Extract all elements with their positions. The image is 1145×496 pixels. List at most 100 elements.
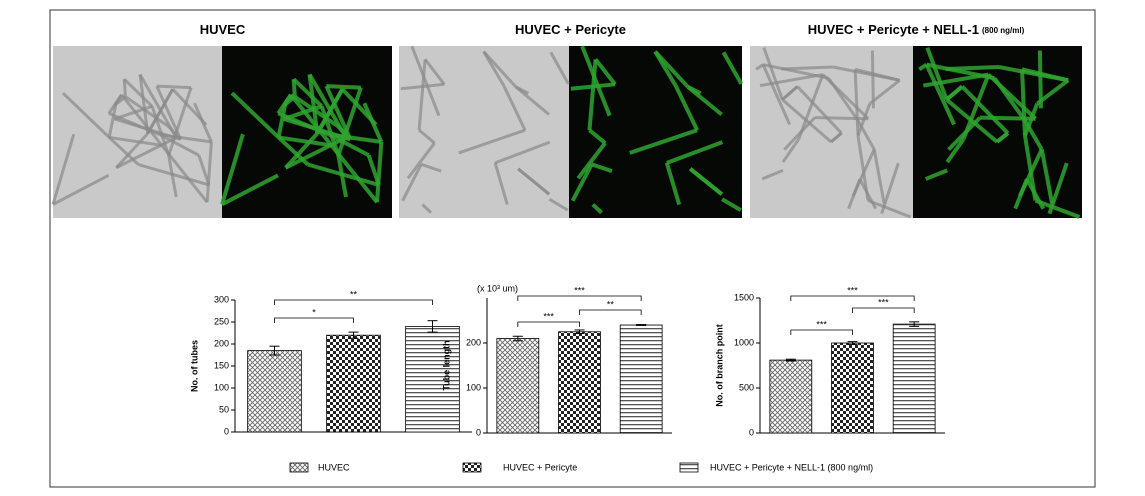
tube [517,167,551,196]
tube [853,69,860,136]
tube [421,203,433,214]
bar [326,334,381,433]
error-bar [636,324,647,326]
tube [326,84,361,90]
tube [51,133,76,205]
tube [146,88,174,135]
significance-bracket [579,309,642,315]
micrograph-pair [750,46,1082,219]
tube [570,82,616,91]
tube [783,116,816,151]
tube [319,105,341,157]
tube [781,65,833,71]
tube [945,65,1000,71]
tube [494,140,551,165]
significance-label: *** [878,297,889,307]
tube [721,197,742,212]
significance-label: ** [607,299,615,309]
y-tick-label: 250 [214,316,229,326]
tube [137,163,210,187]
tube [870,50,875,109]
tube [666,140,724,165]
bar [769,359,813,434]
bar [892,323,936,434]
tube [108,111,161,137]
tube [122,79,127,97]
panel-title-text: HUVEC + Pericyte [515,22,626,37]
tube [781,85,799,101]
y-tick-label: 500 [739,382,754,392]
error-bar [909,321,920,327]
y-tick-label: 150 [214,360,229,370]
tube [1022,118,1044,151]
tube [171,88,208,126]
tube [980,115,1036,121]
significance-bracket [517,295,642,301]
tube [108,135,163,147]
tube [406,142,436,180]
panel-title-text: HUVEC [200,22,246,37]
significance-bracket [517,321,580,327]
tube [482,50,517,88]
tube [867,199,912,219]
tube [858,178,878,210]
significance-bracket [274,317,354,323]
y-tick-label: 0 [749,427,754,437]
tube [1047,162,1069,215]
bar [405,325,460,433]
tube [924,168,949,181]
tube [493,162,509,206]
tube [150,105,171,156]
unit-label: (x 10³ um) [477,283,518,293]
significance-bracket [790,329,853,335]
tube [292,77,324,108]
bar [558,331,601,434]
y-tick-label: 0 [224,426,229,436]
significance-label: *** [847,285,858,295]
tube [590,162,613,174]
tube [138,74,150,134]
tube [761,64,792,126]
tube [167,87,193,156]
tube [580,45,612,117]
tube [284,132,319,170]
tube [340,87,378,127]
y-tick-label: 50 [219,404,229,414]
y-tick-label: 200 [466,337,481,347]
micrograph-pair [51,46,392,218]
tube [156,84,192,90]
error-bar [785,358,796,362]
tube [947,116,982,152]
tube [420,162,442,173]
bar [619,324,663,434]
significance-bracket [852,307,915,313]
frame [49,9,1096,488]
tube [417,59,427,131]
tube [548,197,569,212]
tube [593,58,617,86]
tube [120,93,163,147]
tube [123,78,154,108]
tube [514,85,550,116]
error-bar [512,335,523,342]
significance-label: * [312,307,316,317]
tube [995,131,1010,144]
tube [329,132,382,144]
tube [830,132,843,144]
tube [686,85,723,117]
tube [827,77,859,121]
y-tick-label: 300 [214,294,229,304]
tube [160,144,209,204]
tube [293,95,340,129]
tube [588,128,607,145]
error-bar [427,320,438,333]
tube [278,135,332,148]
tube [336,86,363,157]
legend-swatch [462,462,482,473]
tube [925,46,949,101]
tube [847,178,862,210]
tube [856,119,876,151]
tube [781,138,800,163]
significance-bracket [790,295,915,301]
tube [880,162,900,215]
